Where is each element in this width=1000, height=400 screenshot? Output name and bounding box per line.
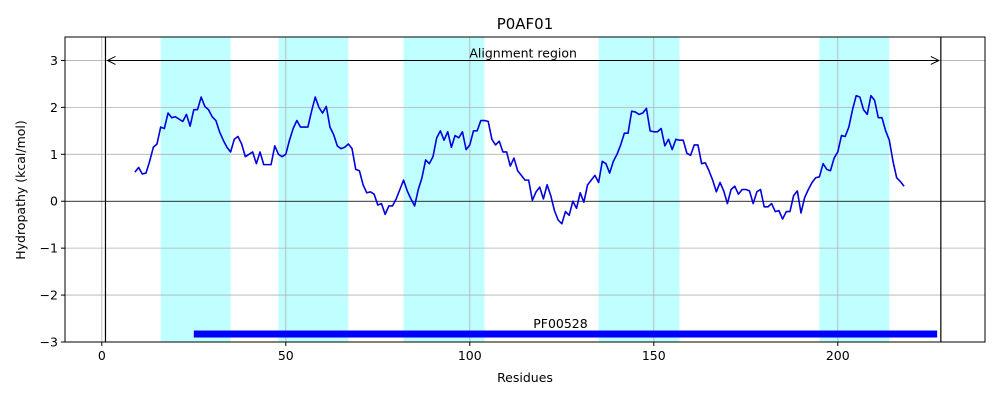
x-tick-label: 0 — [98, 348, 106, 363]
y-axis-label: Hydropathy (kcal/mol) — [13, 120, 28, 260]
y-tick-label: −2 — [40, 288, 58, 303]
chart-title: P0AF01 — [497, 15, 554, 33]
alignment-region-arrow — [106, 56, 940, 65]
alignment-region-label: Alignment region — [469, 45, 577, 60]
x-tick-label: 200 — [826, 348, 850, 363]
y-tick-label: 0 — [50, 194, 58, 209]
x-tick-label: 50 — [278, 348, 294, 363]
x-tick-label: 150 — [642, 348, 666, 363]
highlight-region-2 — [278, 37, 349, 342]
y-axis-ticks: −3 −2 −1 0 1 2 3 — [40, 53, 65, 350]
x-axis-label: Residues — [497, 370, 553, 385]
domain-bar-pf00528 — [193, 330, 938, 338]
x-tick-label: 100 — [458, 348, 482, 363]
highlight-region-5 — [819, 37, 890, 342]
highlight-regions — [160, 37, 890, 342]
domain-label: PF00528 — [533, 316, 588, 331]
y-tick-label: −3 — [40, 335, 58, 350]
hydropathy-series-line — [134, 94, 905, 225]
y-tick-label: −1 — [40, 241, 58, 256]
y-tick-label: 1 — [50, 147, 58, 162]
alignment-arrow-left-head — [106, 56, 116, 65]
y-tick-label: 3 — [50, 53, 58, 68]
y-tick-label: 2 — [50, 100, 58, 115]
highlight-region-1 — [160, 37, 231, 342]
highlight-region-4 — [598, 37, 680, 342]
alignment-arrow-right-head — [930, 56, 940, 65]
highlight-region-3 — [403, 37, 485, 342]
x-axis-ticks: 0 50 100 150 200 — [98, 342, 850, 363]
plot-frame — [64, 36, 986, 343]
